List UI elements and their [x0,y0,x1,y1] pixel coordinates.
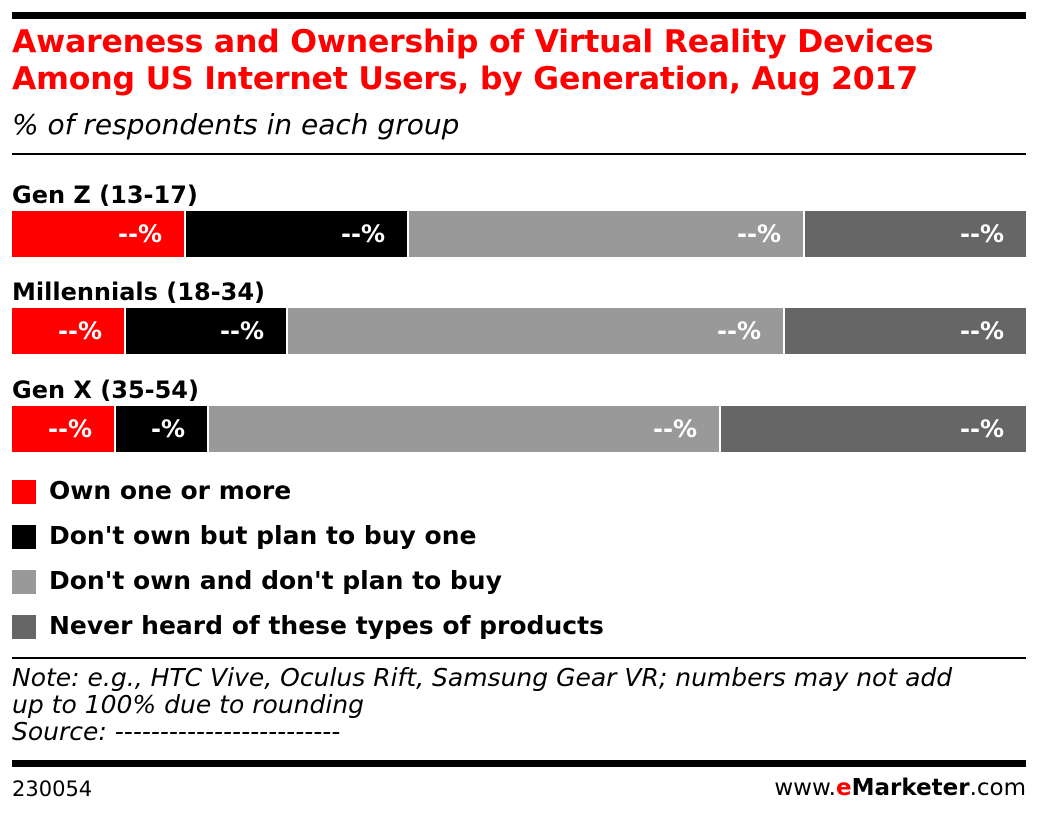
data-label-gen-x-own: --% [48,415,92,443]
brand-logo: www.eMarketer.com [774,774,1026,802]
data-label-gen-z-never-heard: --% [960,220,1004,248]
bar-row-gen-x: --% -% --% --% [12,406,1026,452]
brand-prefix: www. [774,775,836,801]
category-label-gen-z: Gen Z (13-17) [12,181,198,209]
bar-segment-gen-z-never-heard: --% [803,211,1026,257]
brand-accent: e [835,775,852,801]
chart-title: Awareness and Ownership of Virtual Reali… [12,24,934,97]
data-label-gen-x-plan-to-buy: -% [150,415,185,443]
bar-segment-millennials-own: --% [12,308,124,354]
bar-segment-millennials-plan-to-buy: --% [124,308,286,354]
legend-label-plan-to-buy: Don't own but plan to buy one [49,521,477,550]
bar-segment-gen-x-own: --% [12,406,114,452]
bar-segment-gen-x-plan-to-buy: -% [114,406,207,452]
data-label-gen-z-own: --% [118,220,162,248]
bar-segment-gen-x-no-plan: --% [207,406,719,452]
brand-suffix: .com [969,775,1026,801]
bar-segment-gen-z-own: --% [12,211,184,257]
data-label-gen-x-no-plan: --% [653,415,697,443]
data-label-millennials-never-heard: --% [960,317,1004,345]
legend-swatch-no-plan [12,570,36,594]
chart-note: Note: e.g., HTC Vive, Oculus Rift, Samsu… [12,664,1026,745]
category-label-gen-x: Gen X (35-54) [12,376,199,404]
source-line: Source: ------------------------- [12,717,341,746]
data-label-gen-x-never-heard: --% [960,415,1004,443]
bar-segment-gen-x-never-heard: --% [719,406,1026,452]
top-rule [12,12,1026,19]
brand-name: Marketer [851,775,970,801]
bar-segment-millennials-never-heard: --% [783,308,1026,354]
bar-segment-millennials-no-plan: --% [286,308,783,354]
data-label-millennials-own: --% [58,317,102,345]
note-line-1: Note: e.g., HTC Vive, Oculus Rift, Samsu… [12,663,953,692]
category-label-millennials: Millennials (18-34) [12,278,265,306]
data-label-millennials-no-plan: --% [717,317,761,345]
bottom-rule [12,760,1026,767]
note-line-2: up to 100% due to rounding [12,690,365,719]
bar-segment-gen-z-plan-to-buy: --% [184,211,407,257]
header-divider [12,153,1026,155]
data-label-millennials-plan-to-buy: --% [220,317,264,345]
data-label-gen-z-plan-to-buy: --% [341,220,385,248]
chart-id: 230054 [12,777,93,801]
data-label-gen-z-no-plan: --% [737,220,781,248]
legend-label-own: Own one or more [49,476,292,505]
bar-row-gen-z: --% --% --% --% [12,211,1026,257]
legend-swatch-own [12,480,36,504]
legend-swatch-plan-to-buy [12,525,36,549]
legend-label-no-plan: Don't own and don't plan to buy [49,566,502,595]
legend-label-never-heard: Never heard of these types of products [49,611,604,640]
bar-row-millennials: --% --% --% --% [12,308,1026,354]
legend-swatch-never-heard [12,615,36,639]
chart-subtitle: % of respondents in each group [12,108,460,141]
note-divider [12,657,1026,659]
bar-segment-gen-z-no-plan: --% [407,211,803,257]
